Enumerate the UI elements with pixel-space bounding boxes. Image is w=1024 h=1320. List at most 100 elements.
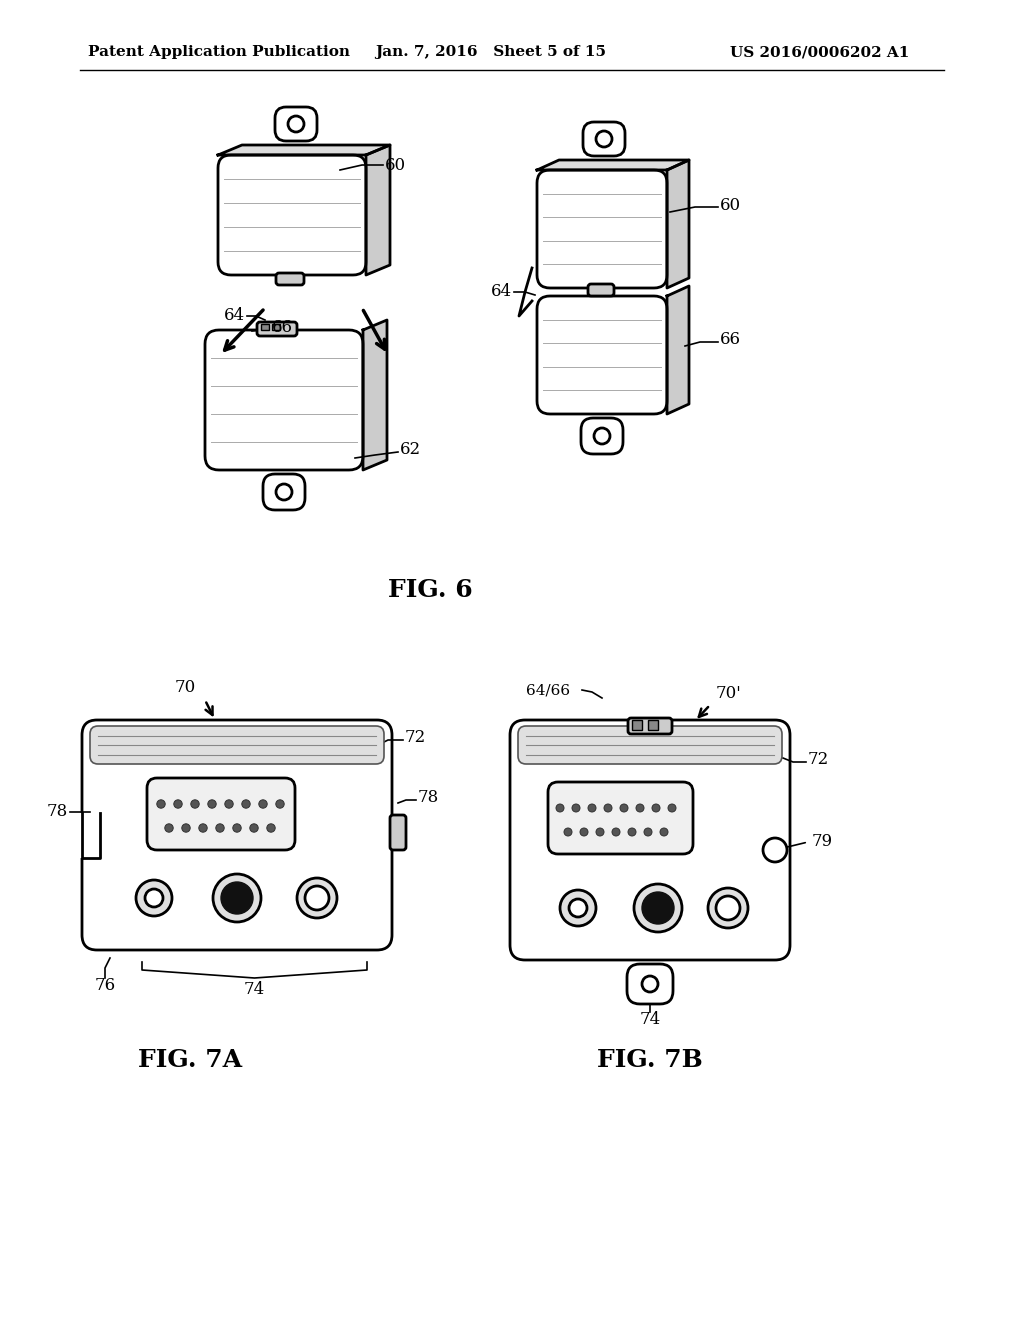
Circle shape: [620, 804, 628, 812]
Text: 74: 74: [244, 982, 265, 998]
Circle shape: [580, 828, 588, 836]
Circle shape: [259, 800, 267, 808]
Circle shape: [216, 824, 224, 832]
Polygon shape: [537, 160, 689, 170]
Circle shape: [199, 824, 207, 832]
Text: 79: 79: [812, 833, 834, 850]
Circle shape: [668, 804, 676, 812]
Circle shape: [604, 804, 612, 812]
FancyBboxPatch shape: [390, 814, 406, 850]
FancyBboxPatch shape: [275, 107, 317, 141]
Polygon shape: [667, 286, 689, 414]
Polygon shape: [362, 319, 387, 470]
Circle shape: [305, 886, 329, 909]
Circle shape: [297, 878, 337, 917]
Circle shape: [182, 824, 190, 832]
FancyBboxPatch shape: [518, 726, 782, 764]
Circle shape: [288, 116, 304, 132]
Text: FIG. 7A: FIG. 7A: [138, 1048, 242, 1072]
FancyBboxPatch shape: [632, 719, 642, 730]
Circle shape: [564, 828, 572, 836]
FancyBboxPatch shape: [548, 781, 693, 854]
Circle shape: [596, 828, 604, 836]
Text: FIG. 6: FIG. 6: [388, 578, 472, 602]
FancyBboxPatch shape: [218, 154, 366, 275]
Circle shape: [660, 828, 668, 836]
Circle shape: [642, 892, 674, 924]
Circle shape: [208, 800, 216, 808]
FancyBboxPatch shape: [90, 726, 384, 764]
Circle shape: [145, 888, 163, 907]
Circle shape: [165, 824, 173, 832]
Text: 66: 66: [720, 331, 741, 348]
FancyBboxPatch shape: [263, 474, 305, 510]
FancyBboxPatch shape: [272, 323, 280, 330]
Circle shape: [644, 828, 652, 836]
Text: 72: 72: [808, 751, 829, 768]
FancyBboxPatch shape: [147, 777, 295, 850]
Text: 76: 76: [94, 978, 116, 994]
Text: 72: 72: [406, 730, 426, 747]
Circle shape: [560, 890, 596, 927]
Circle shape: [628, 828, 636, 836]
Circle shape: [716, 896, 740, 920]
Polygon shape: [667, 160, 689, 288]
Text: FIG. 7B: FIG. 7B: [597, 1048, 702, 1072]
Circle shape: [174, 800, 182, 808]
FancyBboxPatch shape: [583, 121, 625, 156]
Polygon shape: [366, 145, 390, 275]
FancyBboxPatch shape: [510, 719, 790, 960]
Text: 64: 64: [490, 284, 512, 301]
Text: 70: 70: [175, 680, 197, 697]
Circle shape: [267, 824, 275, 832]
Circle shape: [763, 838, 787, 862]
Text: 66: 66: [272, 319, 293, 337]
Text: Jan. 7, 2016   Sheet 5 of 15: Jan. 7, 2016 Sheet 5 of 15: [375, 45, 606, 59]
Circle shape: [232, 824, 242, 832]
FancyBboxPatch shape: [581, 418, 623, 454]
FancyBboxPatch shape: [82, 719, 392, 950]
Text: 78: 78: [47, 804, 68, 821]
FancyBboxPatch shape: [627, 964, 673, 1005]
Text: 70': 70': [716, 685, 741, 701]
Circle shape: [652, 804, 660, 812]
Circle shape: [221, 882, 253, 913]
Circle shape: [588, 804, 596, 812]
Bar: [80, 813, 100, 858]
Circle shape: [276, 484, 292, 500]
Text: 62: 62: [400, 441, 421, 458]
Text: 60: 60: [385, 157, 407, 173]
Circle shape: [569, 899, 587, 917]
Text: 64/66: 64/66: [526, 682, 570, 697]
Circle shape: [136, 880, 172, 916]
Circle shape: [634, 884, 682, 932]
Circle shape: [636, 804, 644, 812]
Text: 74: 74: [639, 1011, 660, 1028]
Circle shape: [190, 800, 200, 808]
Circle shape: [556, 804, 564, 812]
Text: US 2016/0006202 A1: US 2016/0006202 A1: [730, 45, 909, 59]
Circle shape: [642, 975, 658, 993]
Circle shape: [250, 824, 258, 832]
FancyBboxPatch shape: [648, 719, 658, 730]
FancyBboxPatch shape: [628, 718, 672, 734]
FancyBboxPatch shape: [537, 170, 667, 288]
FancyBboxPatch shape: [257, 322, 297, 337]
Text: Patent Application Publication: Patent Application Publication: [88, 45, 350, 59]
Polygon shape: [218, 145, 390, 154]
FancyBboxPatch shape: [261, 323, 269, 330]
Circle shape: [708, 888, 748, 928]
Circle shape: [612, 828, 620, 836]
Text: 64: 64: [224, 308, 245, 325]
Circle shape: [572, 804, 580, 812]
Circle shape: [213, 874, 261, 921]
Circle shape: [157, 800, 165, 808]
Circle shape: [242, 800, 250, 808]
Circle shape: [225, 800, 233, 808]
Circle shape: [275, 800, 285, 808]
Text: 60: 60: [720, 197, 741, 214]
Circle shape: [594, 428, 610, 444]
Circle shape: [596, 131, 612, 147]
Text: 78: 78: [418, 789, 439, 807]
FancyBboxPatch shape: [276, 273, 304, 285]
